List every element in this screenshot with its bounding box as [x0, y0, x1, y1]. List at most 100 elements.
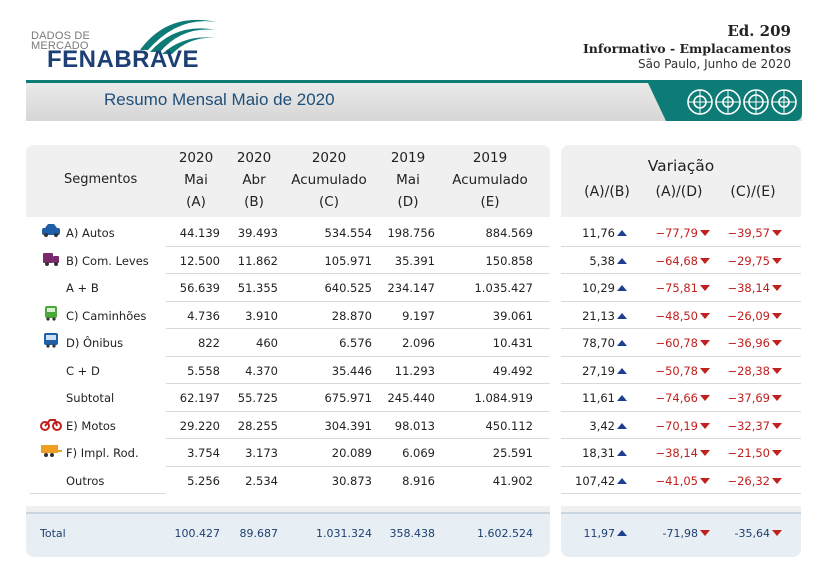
- value-b: 3.910: [245, 308, 278, 323]
- segment-label: B) Com. Leves: [66, 253, 149, 268]
- segment-label: F) Impl. Rod.: [66, 446, 139, 460]
- segment-label: E) Motos: [66, 418, 116, 433]
- motorcycle-icon: [40, 415, 62, 431]
- logo-tagline-line2: MERCADO: [31, 40, 89, 52]
- total-v2-value: -71,98: [662, 527, 698, 540]
- variation-v1: 107,42: [575, 473, 628, 488]
- row-divider: [30, 493, 166, 494]
- arrow-up-icon: [617, 530, 627, 536]
- banner-accent-line: [26, 80, 802, 83]
- variation-v3: −26,09: [712, 309, 782, 323]
- edition-number: Ed. 209: [727, 22, 791, 40]
- variation-value: 10,29: [582, 281, 615, 295]
- row-divider-right: [561, 328, 801, 329]
- total-e: 1.602.524: [477, 527, 533, 540]
- total-v1-value: 11,97: [583, 527, 616, 540]
- variation-col-ab: (A)/(B): [584, 184, 630, 200]
- value-e: 150.858: [485, 253, 533, 268]
- variation-value: −70,19: [655, 418, 698, 433]
- arrow-down-icon: [700, 395, 710, 401]
- variation-v1: 78,70: [575, 336, 627, 350]
- value-c: 35.446: [331, 363, 372, 378]
- value-b: 55.725: [237, 391, 278, 405]
- variation-v3: −38,14: [712, 281, 782, 295]
- variation-value: 18,31: [582, 446, 615, 460]
- total-label: Total: [40, 527, 66, 540]
- variation-v1: 11,76: [575, 226, 627, 240]
- value-a: 5.558: [187, 363, 220, 378]
- variation-v2: −41,05: [640, 474, 710, 488]
- total-v1: 11,97: [575, 527, 627, 540]
- row-divider-right: [561, 383, 801, 384]
- row-divider-right: [561, 245, 801, 247]
- col-header-d: 2019 Mai (D): [390, 150, 426, 210]
- total-v2: -71,98: [640, 527, 710, 540]
- value-e: 1.084.919: [474, 391, 533, 405]
- value-d: 6.069: [402, 446, 435, 460]
- total-row: [26, 512, 550, 557]
- variation-v3: −37,69: [712, 391, 782, 405]
- value-b: 2.534: [245, 473, 278, 488]
- variation-v3: −36,96: [712, 336, 782, 350]
- arrow-up-icon: [617, 312, 627, 319]
- variation-v2: −48,50: [640, 309, 710, 323]
- variation-v1: 10,29: [575, 281, 627, 295]
- value-c: 640.525: [324, 281, 372, 295]
- arrow-down-icon: [772, 367, 782, 374]
- arrow-up-icon: [617, 477, 628, 484]
- value-b: 11.862: [237, 253, 278, 268]
- variation-value: 107,42: [575, 473, 616, 488]
- total-b: 89.687: [239, 527, 279, 540]
- logo-tagline: DADOS DE MERCADO: [31, 30, 91, 52]
- report-date: São Paulo, Junho de 2020: [638, 57, 791, 71]
- variation-v3: −21,50: [712, 446, 782, 460]
- row-divider: [166, 465, 550, 467]
- row-divider-right: [561, 465, 801, 467]
- table-body: [26, 217, 550, 506]
- bus-icon: [40, 332, 62, 348]
- value-a: 822: [198, 336, 220, 350]
- variation-value: 3,42: [589, 418, 615, 433]
- variation-v2: −38,14: [640, 446, 710, 460]
- arrow-down-icon: [772, 477, 782, 484]
- variation-value: −74,66: [655, 391, 698, 405]
- variation-value: −36,96: [727, 336, 770, 350]
- variation-body: [561, 217, 801, 506]
- logo-brand: FENABRAVE: [47, 46, 200, 73]
- logo-tagline-line1: DADOS DE: [31, 30, 91, 42]
- value-b: 51.355: [237, 281, 278, 295]
- value-d: 8.916: [402, 473, 435, 488]
- segment-label: A + B: [66, 281, 99, 295]
- variation-v2: −64,68: [640, 254, 710, 268]
- trailer-icon: [40, 442, 62, 458]
- col-header-c: 2020 Acumulado (C): [291, 150, 367, 210]
- value-e: 1.035.427: [474, 281, 533, 295]
- variation-v3: −29,75: [712, 254, 782, 268]
- arrow-down-icon: [772, 285, 782, 291]
- value-d: 35.391: [394, 253, 435, 268]
- value-e: 450.112: [485, 418, 533, 433]
- variation-value: −28,38: [727, 363, 770, 378]
- arrow-down-icon: [772, 312, 782, 319]
- row-divider: [166, 328, 550, 329]
- value-a: 44.139: [179, 226, 220, 240]
- variation-v1: 18,31: [575, 446, 627, 460]
- variation-value: −75,81: [655, 281, 698, 295]
- total-divider: [26, 512, 550, 514]
- variation-value: −60,78: [655, 336, 698, 350]
- row-divider: [166, 438, 550, 439]
- segments-header: Segmentos: [64, 172, 138, 187]
- variation-value: 78,70: [582, 336, 615, 350]
- variation-title: Variação: [647, 157, 715, 175]
- value-b: 4.370: [245, 363, 278, 378]
- arrow-up-icon: [617, 230, 627, 236]
- value-b: 3.173: [245, 446, 278, 460]
- arrow-up-icon: [617, 367, 627, 374]
- variation-v3: −28,38: [712, 364, 782, 378]
- row-divider-right: [561, 273, 801, 274]
- variation-value: 11,61: [582, 391, 615, 405]
- value-c: 304.391: [324, 418, 372, 433]
- arrow-up-icon: [617, 395, 627, 401]
- car-icon: [40, 222, 62, 238]
- value-d: 198.756: [387, 226, 435, 240]
